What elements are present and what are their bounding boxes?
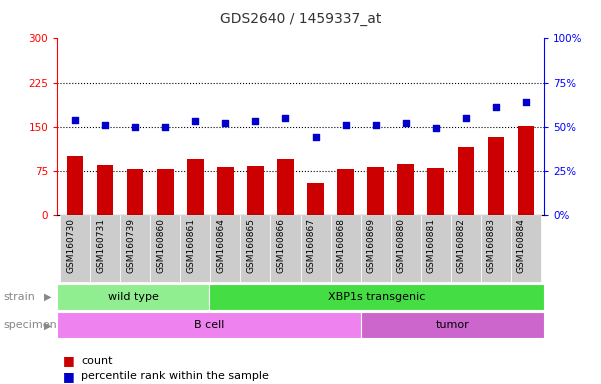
Bar: [217, 167, 234, 215]
Point: [281, 115, 290, 121]
Text: GSM160864: GSM160864: [216, 218, 225, 273]
Point: [251, 118, 260, 124]
Bar: [277, 159, 294, 215]
Text: GDS2640 / 1459337_at: GDS2640 / 1459337_at: [220, 12, 381, 25]
Text: GSM160884: GSM160884: [517, 218, 526, 273]
Text: percentile rank within the sample: percentile rank within the sample: [81, 371, 269, 381]
Text: specimen: specimen: [3, 320, 56, 331]
Bar: [90, 215, 120, 282]
Point: [431, 126, 441, 132]
Bar: [300, 215, 331, 282]
Bar: [57, 284, 209, 310]
Bar: [391, 215, 421, 282]
Point: [191, 118, 200, 124]
Point: [311, 134, 320, 141]
Bar: [180, 215, 210, 282]
Text: GSM160880: GSM160880: [397, 218, 406, 273]
Bar: [67, 156, 84, 215]
Text: GSM160867: GSM160867: [307, 218, 316, 273]
Point: [401, 120, 410, 126]
Bar: [361, 215, 391, 282]
Point: [70, 117, 80, 123]
Bar: [157, 169, 174, 215]
Bar: [210, 215, 240, 282]
Text: tumor: tumor: [436, 320, 469, 331]
Bar: [307, 183, 324, 215]
Bar: [187, 159, 204, 215]
Point: [491, 104, 501, 110]
Bar: [367, 167, 384, 215]
Bar: [517, 126, 534, 215]
Point: [100, 122, 110, 128]
Text: strain: strain: [3, 291, 35, 302]
Text: XBP1s transgenic: XBP1s transgenic: [328, 291, 426, 302]
Bar: [60, 215, 90, 282]
Text: GSM160861: GSM160861: [186, 218, 195, 273]
Point: [521, 99, 531, 105]
Text: GSM160868: GSM160868: [337, 218, 346, 273]
Bar: [247, 166, 264, 215]
Bar: [127, 169, 144, 215]
Bar: [270, 215, 300, 282]
Text: ■: ■: [63, 354, 75, 367]
Text: GSM160860: GSM160860: [156, 218, 165, 273]
Text: wild type: wild type: [108, 291, 159, 302]
Text: GSM160865: GSM160865: [246, 218, 255, 273]
Text: GSM160883: GSM160883: [487, 218, 496, 273]
Point: [341, 122, 350, 128]
Text: ▶: ▶: [44, 320, 51, 331]
Point: [371, 122, 380, 128]
Text: GSM160866: GSM160866: [276, 218, 285, 273]
Bar: [209, 284, 544, 310]
Text: count: count: [81, 356, 112, 366]
Text: GSM160730: GSM160730: [66, 218, 75, 273]
Text: GSM160869: GSM160869: [367, 218, 376, 273]
Bar: [481, 215, 511, 282]
Bar: [337, 169, 354, 215]
Bar: [331, 215, 361, 282]
Point: [130, 124, 140, 130]
Point: [221, 120, 230, 126]
Bar: [451, 215, 481, 282]
Bar: [487, 137, 504, 215]
Bar: [427, 168, 444, 215]
Bar: [397, 164, 414, 215]
Text: GSM160882: GSM160882: [457, 218, 466, 273]
Bar: [361, 313, 544, 338]
Bar: [240, 215, 270, 282]
Text: ▶: ▶: [44, 291, 51, 302]
Bar: [421, 215, 451, 282]
Bar: [57, 313, 361, 338]
Text: GSM160739: GSM160739: [126, 218, 135, 273]
Text: ■: ■: [63, 370, 75, 383]
Bar: [511, 215, 541, 282]
Bar: [120, 215, 150, 282]
Text: GSM160881: GSM160881: [427, 218, 436, 273]
Text: GSM160731: GSM160731: [96, 218, 105, 273]
Text: B cell: B cell: [194, 320, 224, 331]
Point: [160, 124, 170, 130]
Bar: [150, 215, 180, 282]
Point: [461, 115, 471, 121]
Bar: [457, 147, 474, 215]
Bar: [97, 165, 114, 215]
